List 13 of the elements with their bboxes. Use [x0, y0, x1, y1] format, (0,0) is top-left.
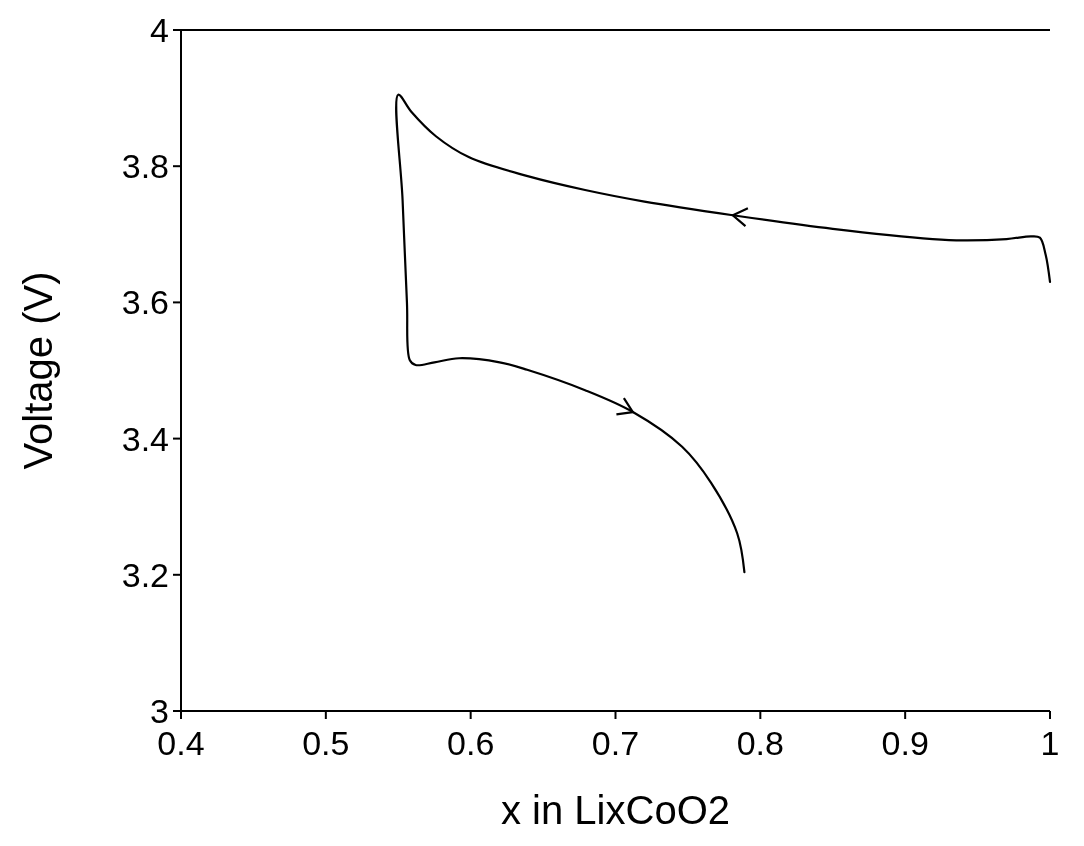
x-axis-title: x in LixCoO2	[501, 788, 730, 832]
x-tick-label: 0.7	[591, 724, 640, 762]
y-tick-label: 3.6	[121, 283, 169, 322]
y-tick-label: 3.4	[121, 419, 169, 458]
x-tick-label: 0.6	[447, 724, 495, 762]
y-tick-label: 3.2	[121, 555, 169, 594]
y-axis-title: Voltage (V)	[16, 271, 60, 470]
x-tick-label: 0.9	[881, 724, 929, 762]
y-tick-label: 3.8	[121, 147, 169, 186]
y-tick-label: 4	[150, 10, 169, 49]
x-tick-label: 1	[1040, 724, 1060, 762]
x-tick-label: 0.8	[736, 724, 784, 762]
x-tick-label: 0.5	[302, 724, 350, 762]
